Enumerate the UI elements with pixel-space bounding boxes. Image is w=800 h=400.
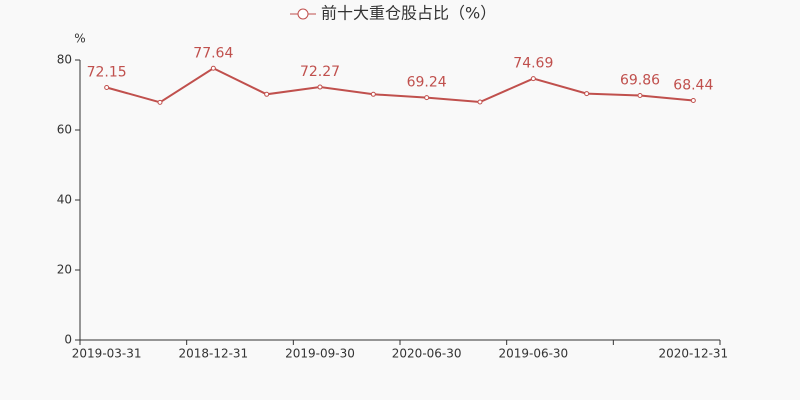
y-tick-label: 20: [57, 263, 72, 277]
point: [584, 91, 590, 97]
x-tick-label: 2019-03-31: [72, 347, 142, 361]
y-tick-label: 40: [57, 193, 72, 207]
point: [104, 84, 110, 90]
y-tick-label: 80: [57, 53, 72, 67]
value-label: 74.69: [513, 56, 553, 72]
value-label: 68.44: [673, 77, 713, 93]
value-label: 72.15: [87, 64, 127, 80]
point: [264, 91, 270, 97]
point: [210, 65, 216, 71]
point: [317, 84, 323, 90]
point: [424, 95, 430, 101]
point: [690, 97, 696, 103]
y-tick-label: 60: [57, 123, 72, 137]
value-label: 72.27: [300, 64, 340, 80]
x-tick-label: 2020-06-30: [392, 347, 462, 361]
value-label: 77.64: [193, 45, 233, 61]
point: [530, 76, 536, 82]
legend-label: 前十大重仓股占比（%）: [321, 4, 496, 23]
y-tick-label: 0: [64, 333, 72, 347]
point: [637, 92, 643, 98]
x-tick-label: 2020-12-31: [658, 347, 728, 361]
x-tick-label: 2018-12-31: [178, 347, 248, 361]
x-tick-label: 2019-06-30: [498, 347, 568, 361]
value-label: 69.24: [407, 75, 447, 91]
y-axis-label: %: [74, 32, 85, 46]
line: [106, 67, 694, 104]
x-tick-label: 2019-09-30: [285, 347, 355, 361]
point: [370, 91, 376, 97]
value-label: 69.86: [620, 72, 660, 88]
point: [477, 99, 483, 105]
legend-marker: [297, 8, 309, 20]
point: [157, 99, 163, 105]
